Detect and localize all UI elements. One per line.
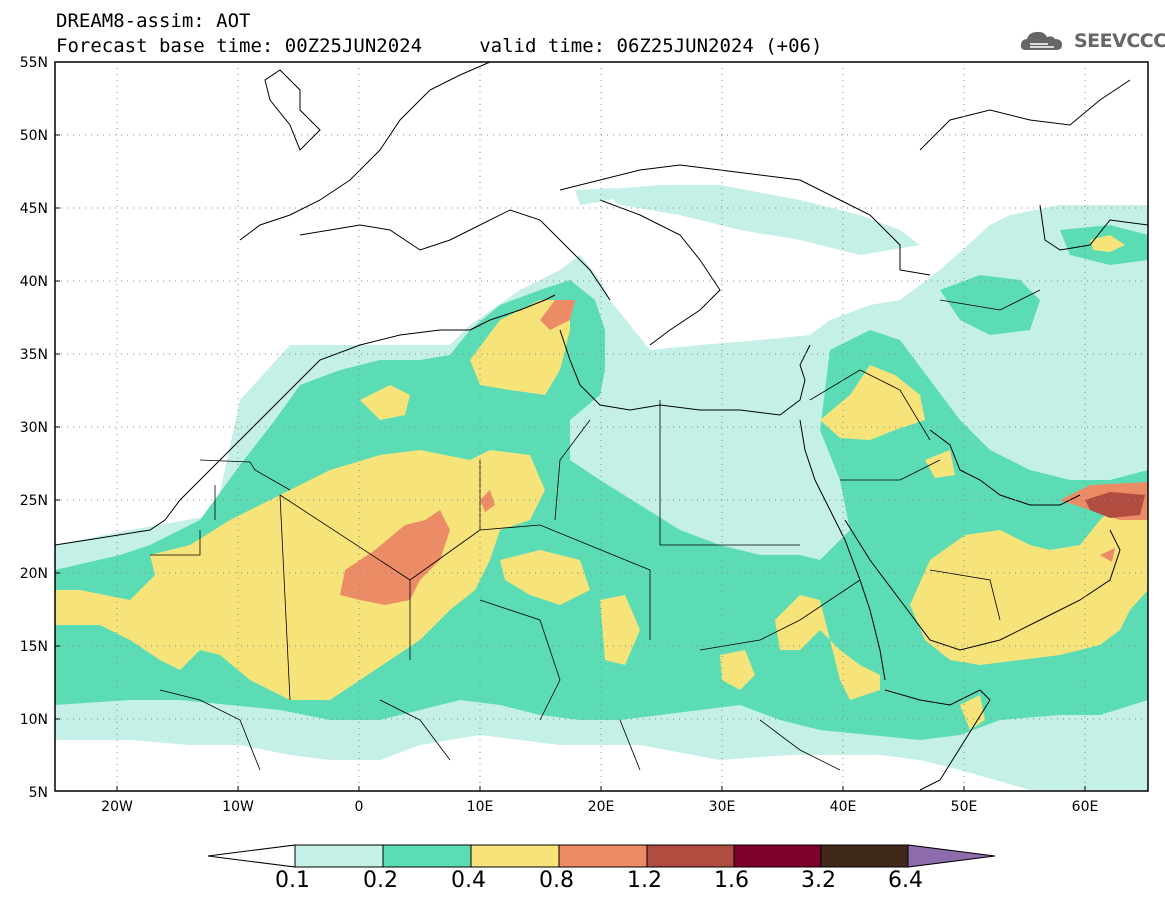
aot-band-0.4 — [600, 595, 640, 665]
aot-band-0.4 — [55, 450, 545, 700]
lon-label: 20W — [101, 799, 133, 815]
colorbar-segment-2 — [382, 844, 472, 868]
longitude-labels: 20W 10W 0 10E 20E 30E 40E 50E 60E — [101, 799, 1098, 815]
colorbar-label: 1.2 — [627, 868, 662, 893]
lat-label: 30N — [20, 420, 48, 436]
lat-label: 35N — [20, 347, 48, 363]
lat-label: 25N — [20, 493, 48, 509]
lon-label: 0 — [355, 799, 364, 815]
aot-band-0.8 — [480, 490, 495, 512]
aot-band-0.4 — [500, 550, 590, 605]
colorbar-segment-3 — [470, 844, 560, 868]
colorbar-segment-1 — [294, 844, 384, 868]
lat-label: 15N — [20, 639, 48, 655]
colorbar-label: 0.4 — [451, 868, 486, 893]
lon-label: 60E — [1072, 799, 1099, 815]
grid-lines — [55, 62, 1148, 791]
lon-label: 50E — [951, 799, 978, 815]
lon-label: 10E — [467, 799, 494, 815]
colorbar-label: 0.2 — [363, 868, 398, 893]
forecast-times: Forecast base time: 00Z25JUN2024 valid t… — [56, 35, 823, 57]
aot-band-0.4 — [360, 385, 410, 420]
lon-label: 30E — [709, 799, 736, 815]
logo-text: SEEVCCC — [1074, 30, 1165, 52]
lat-label: 5N — [29, 785, 48, 801]
aot-band-0.4 — [925, 450, 955, 478]
lat-label: 50N — [20, 128, 48, 144]
colorbar-segment-7 — [820, 844, 909, 868]
colorbar-label: 0.8 — [539, 868, 574, 893]
aot-band-1.2 — [1085, 492, 1145, 518]
colorbar-label: 6.4 — [888, 868, 923, 893]
latitude-labels: 55N 50N 45N 40N 35N 30N 25N 20N 15N 10N … — [20, 55, 48, 801]
lon-label: 20E — [588, 799, 615, 815]
aot-band-0.4 — [1090, 235, 1125, 252]
aot-band-0.4 — [960, 695, 985, 730]
aot-band-0.4 — [910, 495, 1148, 665]
aot-band-0.8 — [1100, 548, 1115, 562]
lat-label: 10N — [20, 712, 48, 728]
lat-label: 55N — [20, 55, 48, 71]
colorbar — [207, 844, 996, 868]
tick-marks — [55, 61, 1086, 792]
aot-field — [55, 185, 1148, 790]
lat-label: 20N — [20, 566, 48, 582]
aot-band-0.4 — [775, 595, 880, 700]
colorbar-high-arrow — [907, 844, 996, 868]
colorbar-segment-5 — [646, 844, 735, 868]
colorbar-label: 0.1 — [275, 868, 310, 893]
aot-band-0.4 — [720, 650, 755, 690]
colorbar-low-arrow — [207, 844, 296, 868]
colorbar-segment-4 — [558, 844, 648, 868]
aot-band-0.8 — [540, 300, 575, 330]
coastlines — [55, 62, 1148, 791]
aot-band-0.8 — [340, 510, 450, 605]
cloud-logo-icon — [1020, 31, 1062, 50]
country-borders — [150, 289, 1041, 771]
colorbar-label: 1.6 — [714, 868, 749, 893]
lat-label: 40N — [20, 274, 48, 290]
lon-label: 40E — [830, 799, 857, 815]
lat-label: 45N — [20, 201, 48, 217]
colorbar-segment-6 — [733, 844, 822, 868]
lon-label: 10W — [222, 799, 254, 815]
colorbar-label: 3.2 — [801, 868, 836, 893]
map-title: DREAM8-assim: AOT — [56, 10, 251, 32]
aot-band-0.4 — [820, 365, 925, 440]
